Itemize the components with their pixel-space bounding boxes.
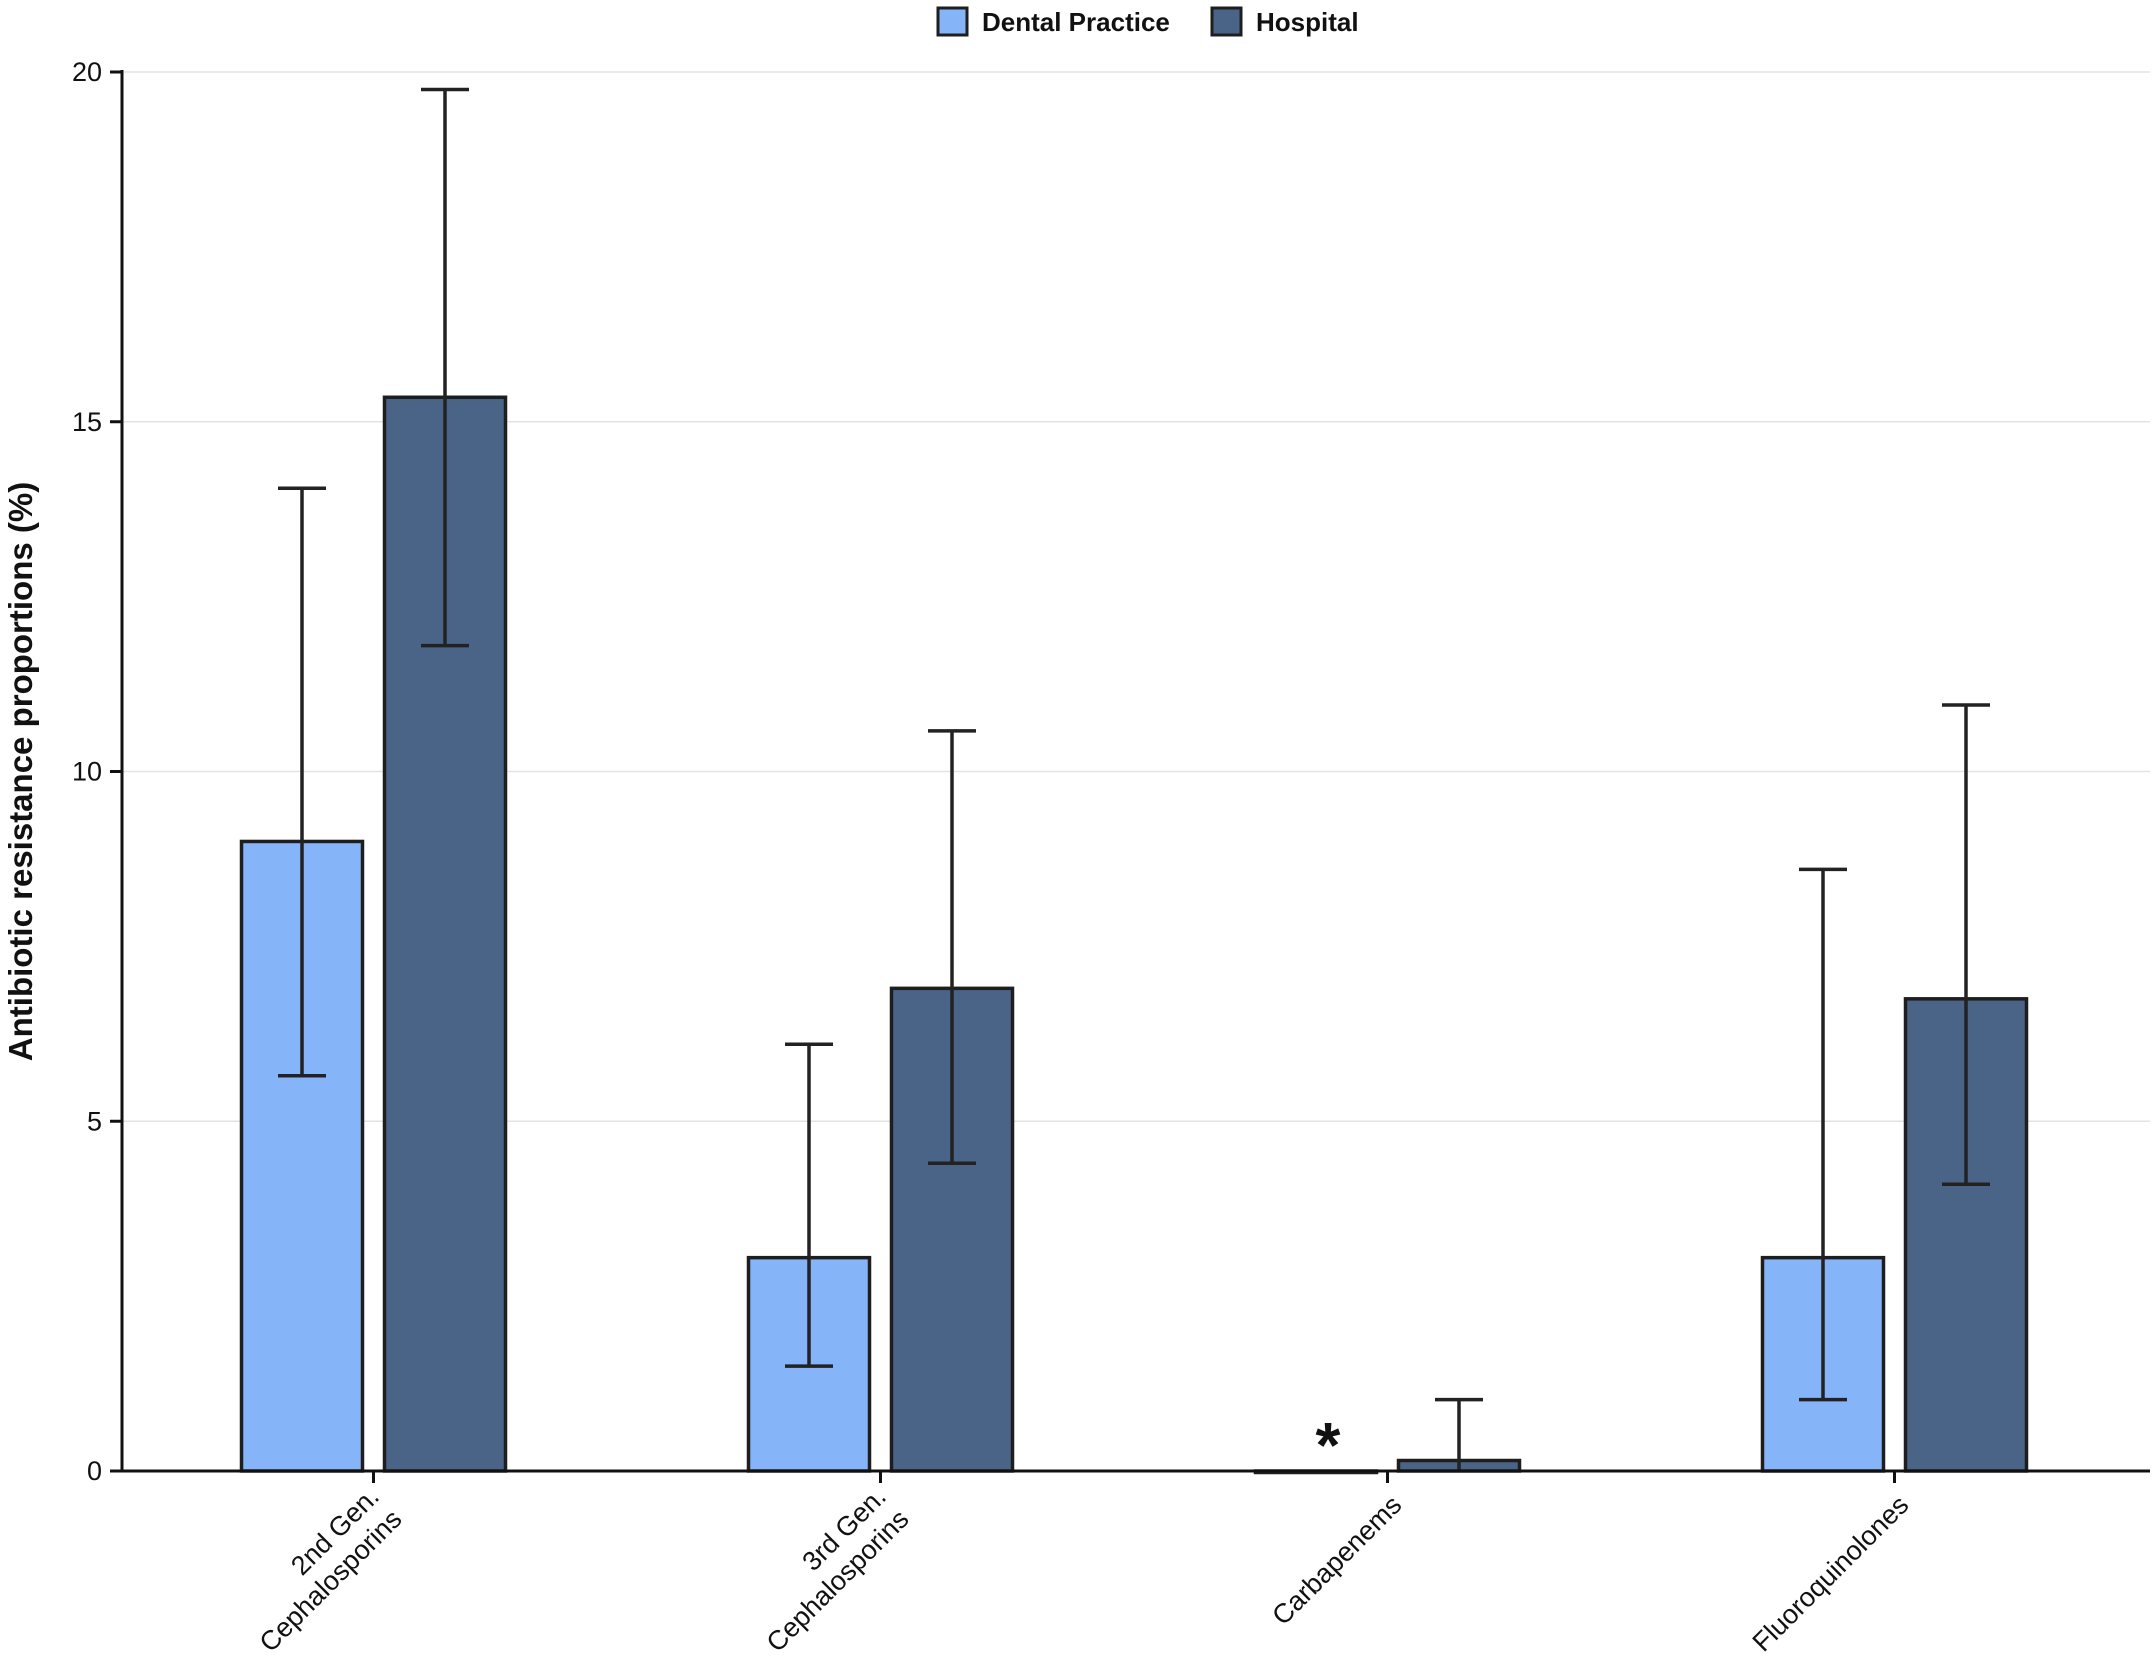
legend-label: Hospital (1256, 7, 1359, 37)
significance-asterisk: * (1316, 1409, 1341, 1481)
x-category-label-line: Carbapenems (1266, 1490, 1407, 1631)
y-tick-label: 0 (87, 1456, 102, 1486)
x-category-label: 2nd Gen.Cephalosporins (231, 1481, 408, 1657)
x-category-label: Fluoroquinolones (1747, 1490, 1915, 1657)
category-labels: 2nd Gen.Cephalosporins 3rd Gen.Cephalospo… (231, 1481, 1915, 1657)
tick-labels: 0 5 10 15 20 (72, 57, 1896, 1486)
y-tick-label: 20 (72, 57, 102, 87)
legend-label: Dental Practice (982, 7, 1170, 37)
legend-swatch (936, 6, 969, 37)
y-axis-title: Antibiotic resistance proportions (%) (2, 482, 39, 1061)
x-category-label-line: Fluoroquinolones (1747, 1490, 1915, 1657)
legend: Dental Practice Hospital (936, 6, 1359, 37)
annotations: * (1316, 1409, 1341, 1481)
y-tick-label: 15 (72, 407, 102, 437)
error-bars (278, 87, 1990, 1471)
y-tick-label: 5 (87, 1106, 102, 1136)
x-category-label: 3rd Gen.Cephalosporins (738, 1481, 915, 1657)
legend-swatch (1210, 6, 1243, 37)
bars (239, 395, 2029, 1475)
x-category-label: Carbapenems (1266, 1490, 1407, 1631)
y-tick-label: 10 (72, 757, 102, 787)
